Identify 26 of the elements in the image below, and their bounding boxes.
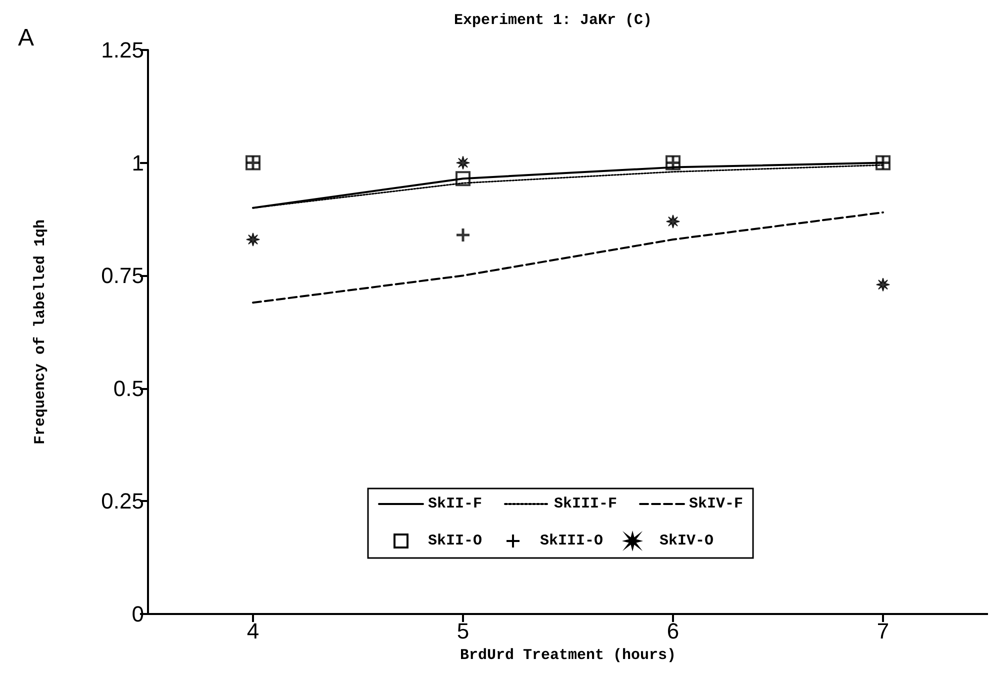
y-tick-label: 0.25 — [101, 488, 144, 514]
y-tick-label: 1.25 — [101, 38, 144, 62]
point — [456, 171, 470, 186]
point — [246, 232, 260, 247]
x-tick-label: 7 — [876, 618, 890, 644]
x-tick-label: 4 — [246, 618, 260, 644]
y-tick-label: 1 — [132, 150, 144, 176]
point — [666, 214, 680, 228]
point — [876, 278, 890, 292]
point — [456, 156, 470, 170]
legend-label: SkIV-O — [660, 532, 714, 550]
x-tick-label: 5 — [456, 618, 470, 644]
x-axis-title: BrdUrd Treatment (hours) — [460, 647, 676, 664]
x-tick-label: 6 — [666, 618, 680, 644]
legend-label: SkII-O — [428, 532, 482, 550]
legend-label: SkIV-F — [689, 496, 744, 512]
legend-label: SkIII-O — [540, 532, 604, 550]
text: A — [18, 24, 34, 52]
line-series — [252, 211, 884, 304]
legend-label: SkIII-F — [554, 496, 618, 512]
y-axis-title: Frequency of labelled 1qh — [32, 219, 49, 445]
y-tick-label: 0.75 — [101, 263, 144, 288]
y-tick-label: 0.5 — [113, 376, 144, 401]
point — [455, 227, 471, 243]
chart-title: Experiment 1: JaKr (C) — [454, 12, 652, 29]
legend-label: SkII-F — [428, 496, 482, 512]
